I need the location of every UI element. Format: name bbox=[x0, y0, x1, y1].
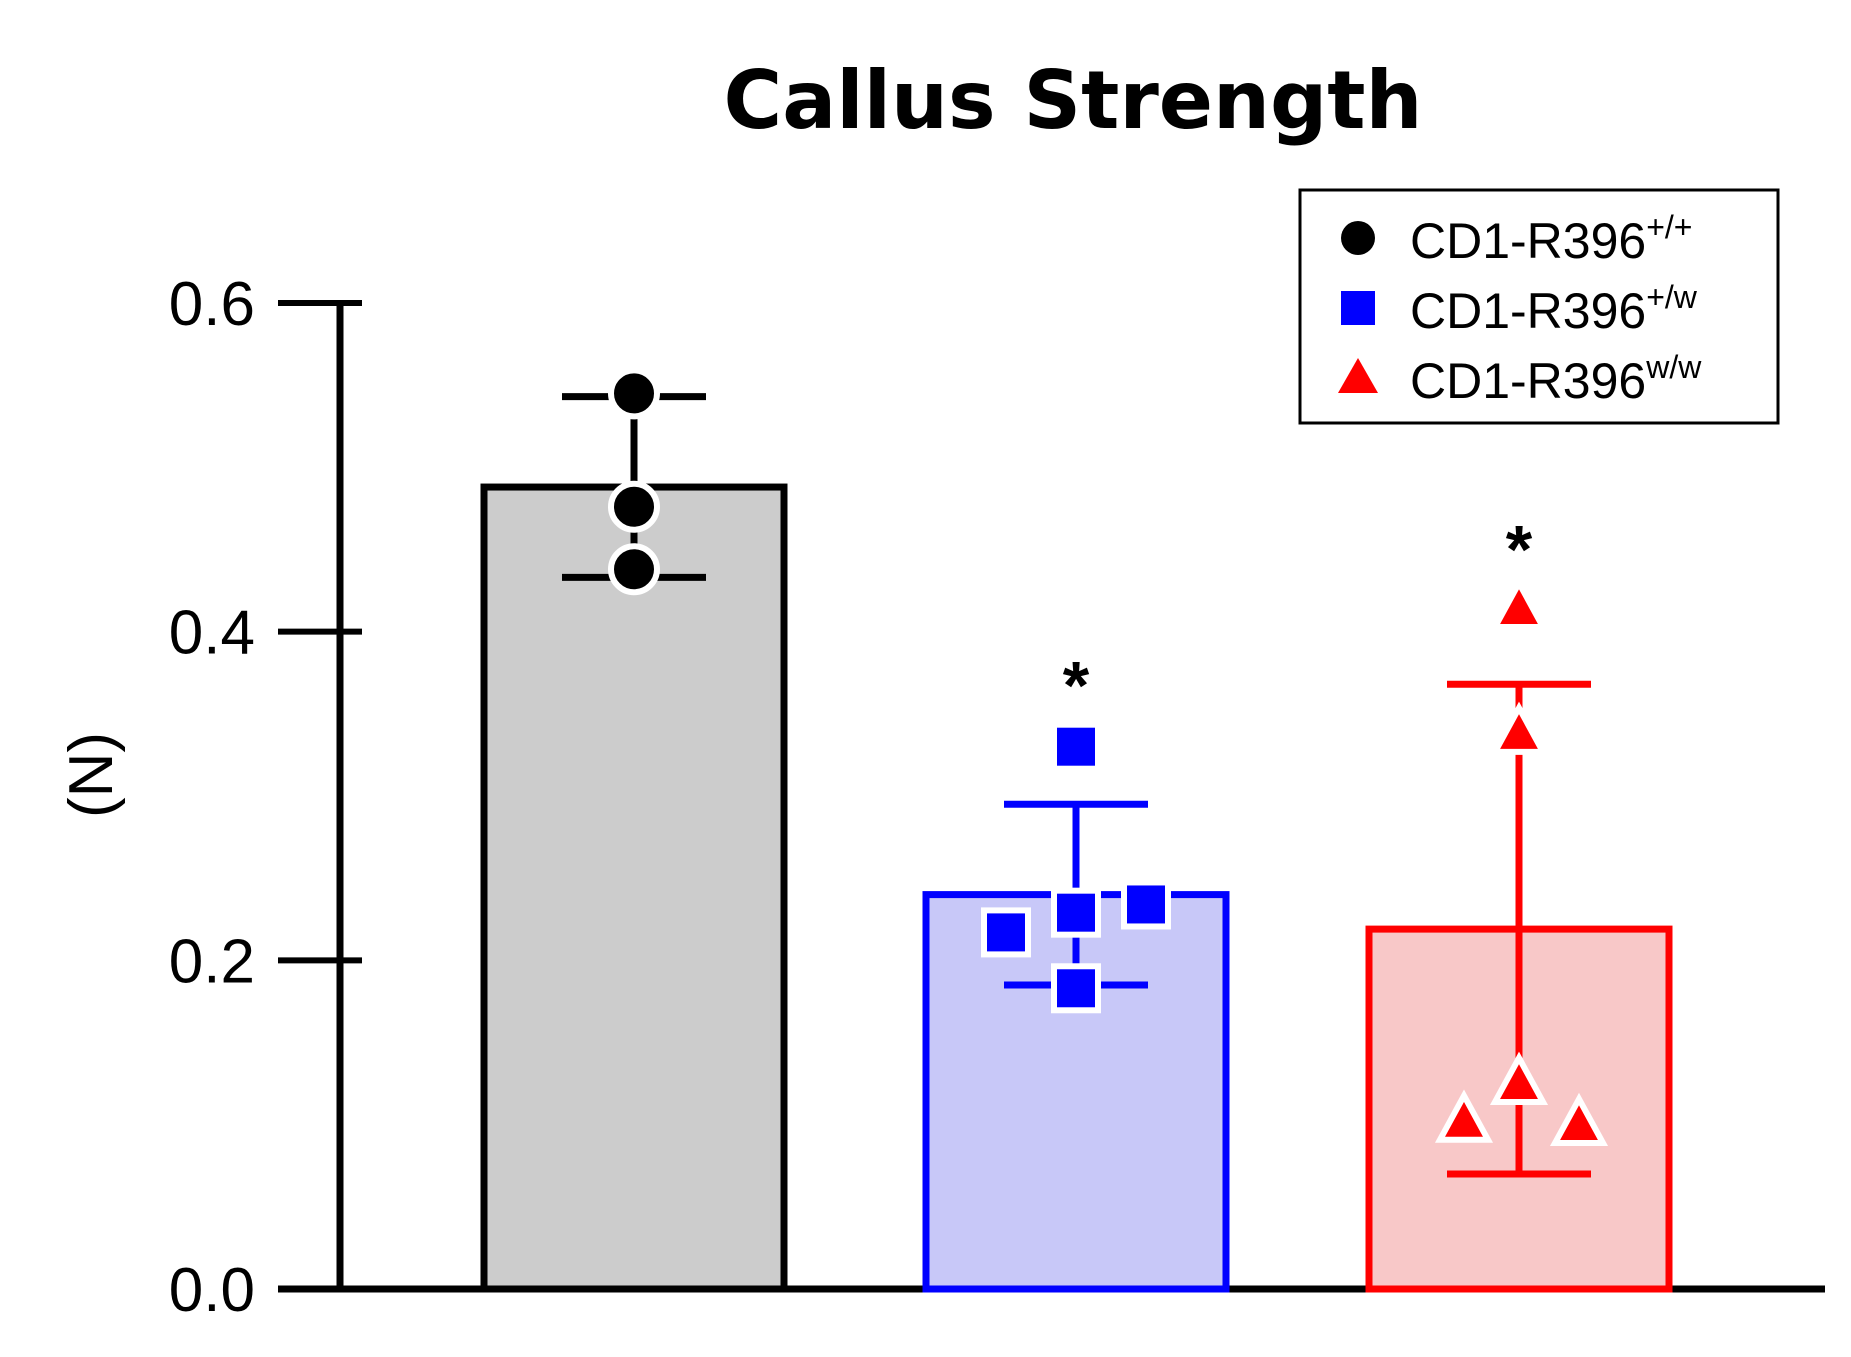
significance-marks: ** bbox=[1063, 511, 1533, 723]
legend-box bbox=[1298, 188, 1780, 425]
significance-asterisk: * bbox=[1063, 648, 1090, 724]
legend-circle-marker bbox=[1341, 221, 1375, 255]
square-marker bbox=[1051, 887, 1101, 938]
chart-title: Callus Strength bbox=[724, 54, 1423, 147]
square-marker bbox=[981, 907, 1031, 958]
bars bbox=[480, 483, 1673, 1293]
legend-label-superscript: w/w bbox=[1645, 349, 1702, 385]
legend-label: CD1-R396+/+ bbox=[1410, 209, 1692, 269]
triangle-marker bbox=[1489, 701, 1549, 755]
triangle-marker bbox=[1549, 1092, 1609, 1147]
y-tick-label: 0.2 bbox=[169, 927, 255, 996]
circle-marker bbox=[608, 480, 660, 533]
circle-marker bbox=[608, 367, 660, 420]
legend-label-name: CD1-R396 bbox=[1410, 213, 1646, 269]
square-marker bbox=[1051, 721, 1101, 772]
y-tick-label: 0.0 bbox=[169, 1256, 255, 1325]
data-points bbox=[608, 367, 1609, 1147]
legend-label: CD1-R396w/w bbox=[1410, 349, 1702, 409]
triangle-marker bbox=[1489, 1051, 1549, 1105]
legend-square-marker bbox=[1341, 291, 1375, 325]
y-tick-label: 0.6 bbox=[169, 270, 255, 339]
square-marker bbox=[1051, 963, 1101, 1014]
bar-1 bbox=[480, 483, 788, 1293]
y-tick-label: 0.4 bbox=[169, 599, 255, 668]
legend-label-superscript: +/w bbox=[1646, 279, 1698, 315]
legend-label-name: CD1-R396 bbox=[1410, 283, 1646, 339]
legend-label-name: CD1-R396 bbox=[1410, 353, 1646, 409]
square-marker bbox=[1121, 879, 1171, 930]
significance-asterisk: * bbox=[1506, 511, 1533, 587]
legend-triangle-marker bbox=[1338, 358, 1378, 393]
triangle-marker bbox=[1489, 576, 1549, 631]
legend-label: CD1-R396+/w bbox=[1410, 279, 1698, 339]
y-axis-label: (N) bbox=[57, 732, 126, 818]
triangle-marker bbox=[1434, 1089, 1494, 1143]
circle-marker bbox=[608, 543, 660, 596]
legend-label-superscript: +/+ bbox=[1646, 209, 1692, 245]
